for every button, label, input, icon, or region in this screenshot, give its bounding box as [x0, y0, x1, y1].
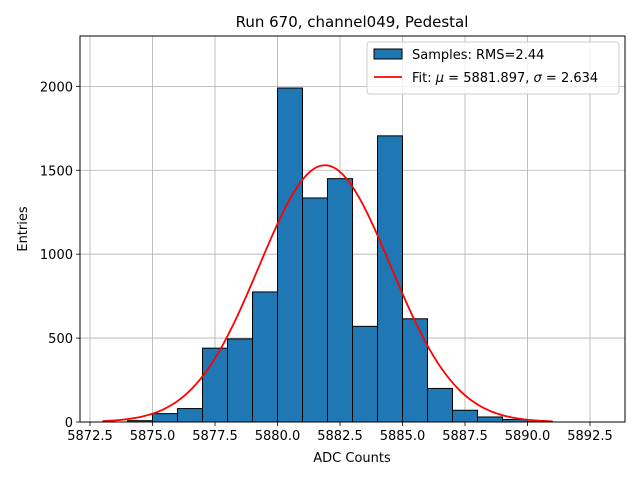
x-tick-label: 5877.5: [192, 429, 238, 444]
histogram-bar: [177, 408, 203, 423]
x-tick-label: 5892.5: [567, 429, 613, 444]
y-tick-label: 0: [65, 416, 73, 431]
x-tick-label: 5890.0: [505, 429, 551, 444]
y-tick-label: 1500: [40, 164, 73, 179]
histogram-bar: [452, 409, 478, 423]
x-tick-label: 5885.0: [380, 429, 426, 444]
y-tick-label: 1000: [40, 248, 73, 263]
x-tick-label: 5882.5: [317, 429, 363, 444]
histogram-bar: [227, 338, 253, 423]
chart-title: Run 670, channel049, Pedestal: [236, 13, 469, 31]
histogram-bar: [427, 387, 453, 423]
x-tick-label: 5872.5: [67, 429, 113, 444]
y-axis-ticks: 0 500 1000 1500 2000: [40, 80, 80, 431]
y-axis-label: Entries: [16, 206, 31, 252]
x-tick-label: 5875.0: [130, 429, 176, 444]
histogram-bar: [277, 87, 303, 423]
histogram-bar: [252, 291, 278, 423]
plot-area-frame: [79, 35, 626, 423]
legend-swatch-histogram: [373, 48, 403, 60]
histogram-bars: [127, 87, 553, 423]
legend-box: [366, 41, 620, 95]
histogram-bar: [402, 318, 428, 423]
legend: Samples: RMS=2.44 Fit: μ = 5881.897, σ =…: [366, 41, 620, 95]
x-tick-label: 5887.5: [442, 429, 488, 444]
legend-label-fit: Fit: μ = 5881.897, σ = 2.634: [412, 71, 598, 86]
x-axis-label: ADC Counts: [313, 451, 391, 466]
x-tick-label: 5880.0: [255, 429, 301, 444]
histogram-bar: [327, 178, 353, 423]
histogram-bar: [302, 197, 328, 423]
histogram-bar: [352, 325, 378, 423]
legend-label-histogram: Samples: RMS=2.44: [412, 48, 544, 63]
histogram-bar: [377, 135, 403, 423]
histogram-bar: [152, 413, 178, 423]
gaussian-fit: [102, 164, 553, 423]
y-tick-label: 500: [48, 332, 73, 347]
y-tick-label: 2000: [40, 80, 73, 95]
fit-curve: [102, 164, 553, 423]
histogram-bar: [477, 416, 503, 423]
x-axis-ticks: 5872.5 5875.0 5877.5 5880.0 5882.5 5885.0 5887…: [67, 422, 613, 444]
